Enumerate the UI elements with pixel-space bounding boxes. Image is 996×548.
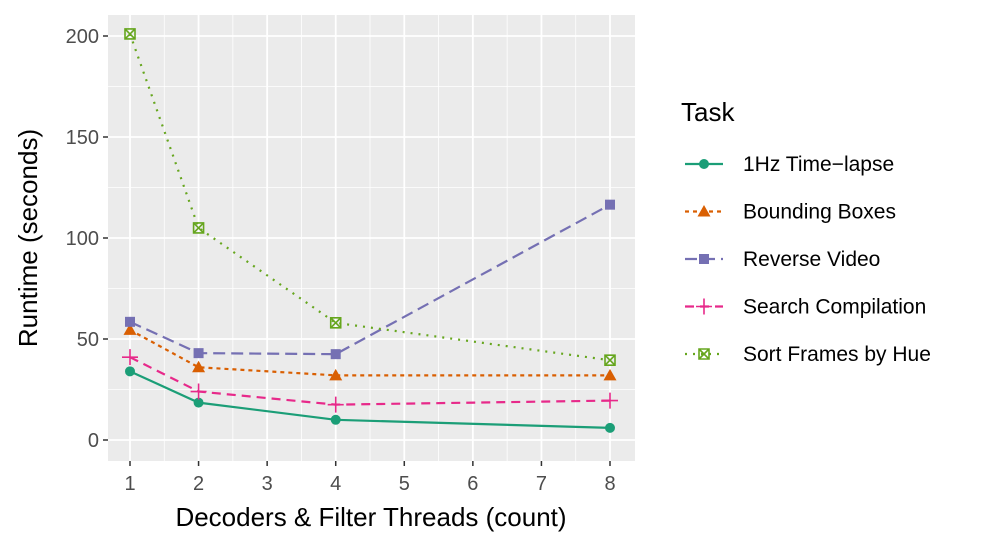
series-line xyxy=(129,203,611,356)
data-point xyxy=(327,396,344,413)
legend-item: Search Compilation xyxy=(685,296,926,319)
legend-key-marker xyxy=(698,348,710,360)
data-point xyxy=(122,349,138,366)
data-point xyxy=(192,222,205,234)
series-triangle xyxy=(123,323,617,381)
y-tick-label: 100 xyxy=(66,228,99,250)
legend-key-marker xyxy=(696,298,712,315)
axis-ticks xyxy=(103,35,611,466)
data-point xyxy=(605,422,615,433)
series-plus xyxy=(122,349,618,413)
legend-item: Bounding Boxes xyxy=(685,201,896,224)
y-tick-label: 200 xyxy=(66,26,99,48)
data-point xyxy=(123,323,137,335)
legend-label: Bounding Boxes xyxy=(743,201,896,224)
data-point xyxy=(124,28,136,40)
grid-major xyxy=(108,15,635,461)
legend-item: 1Hz Time−lapse xyxy=(685,153,894,176)
series-circle xyxy=(125,366,615,433)
x-tick-label: 5 xyxy=(399,473,410,495)
data-point xyxy=(192,360,206,373)
legend-label: 1Hz Time−lapse xyxy=(743,153,894,176)
data-point xyxy=(330,414,341,425)
series-line xyxy=(129,356,611,406)
legend-item: Sort Frames by Hue xyxy=(685,343,931,366)
series-layer xyxy=(122,28,618,433)
x-tick-label: 8 xyxy=(604,473,615,495)
legend-item: Reverse Video xyxy=(685,248,880,271)
series-boxed-x xyxy=(124,28,616,367)
data-point xyxy=(329,317,342,329)
x-axis-title: Decoders & Filter Threads (count) xyxy=(175,502,566,532)
series-square xyxy=(125,199,615,360)
legend-title: Task xyxy=(681,97,735,127)
series-line xyxy=(129,328,610,377)
data-point xyxy=(329,368,343,381)
legend-label: Sort Frames by Hue xyxy=(743,343,931,366)
data-point xyxy=(604,354,616,367)
y-tick-label: 0 xyxy=(88,430,99,452)
legend-key-marker xyxy=(699,254,709,264)
data-point xyxy=(330,349,341,360)
data-point xyxy=(190,383,207,400)
data-point xyxy=(193,348,204,359)
legend: Task 1Hz Time−lapse Bounding Boxes Reverse… xyxy=(681,97,931,366)
tick-labels: 1 2 3 4 5 6 7 8 0 50 100 150 200 xyxy=(66,26,616,495)
data-point xyxy=(125,316,135,327)
data-point xyxy=(193,397,204,408)
data-point xyxy=(125,366,135,377)
series-line xyxy=(128,33,611,362)
x-tick-label: 1 xyxy=(124,473,135,495)
legend-key-marker xyxy=(699,159,709,169)
legend-items: 1Hz Time−lapse Bounding Boxes Reverse Vide… xyxy=(685,153,931,366)
series-line xyxy=(129,370,611,429)
x-tick-label: 6 xyxy=(467,473,478,495)
y-tick-label: 150 xyxy=(66,127,99,149)
x-tick-label: 3 xyxy=(262,473,273,495)
data-point xyxy=(605,199,615,210)
data-point xyxy=(602,392,618,409)
legend-label: Search Compilation xyxy=(743,296,926,319)
legend-key-marker xyxy=(697,205,711,217)
y-axis-title: Runtime (seconds) xyxy=(13,129,43,347)
x-tick-label: 7 xyxy=(536,473,547,495)
y-tick-label: 50 xyxy=(77,329,99,351)
data-point xyxy=(603,368,617,381)
x-tick-label: 2 xyxy=(193,473,204,495)
legend-label: Reverse Video xyxy=(743,248,880,271)
x-tick-label: 4 xyxy=(330,473,341,495)
